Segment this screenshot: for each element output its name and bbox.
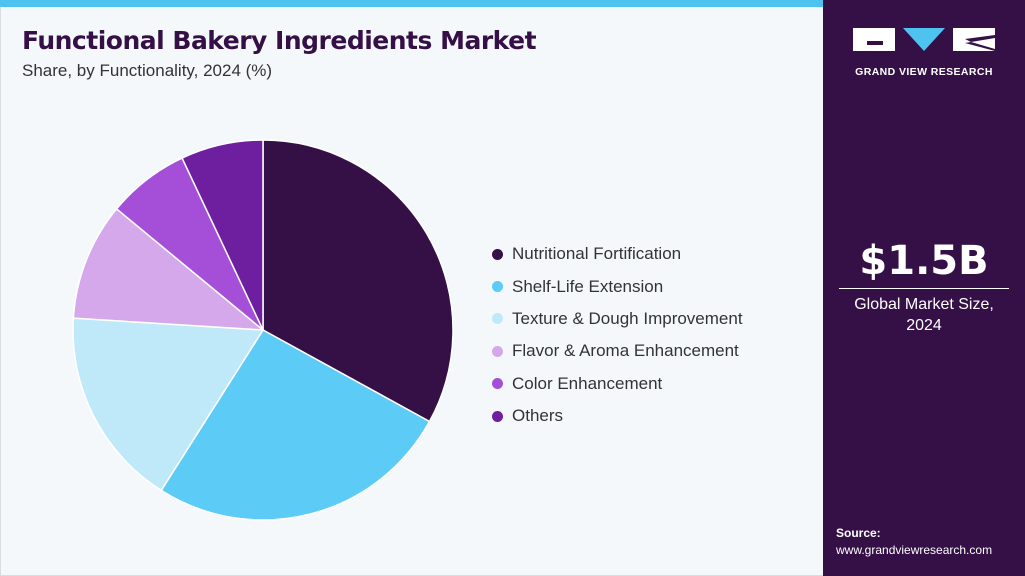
legend-item: Shelf-Life Extension <box>492 270 743 302</box>
brand-name: GRAND VIEW RESEARCH <box>855 66 993 78</box>
market-divider <box>839 288 1009 289</box>
source-link[interactable]: www.grandviewresearch.com <box>836 543 993 557</box>
legend-marker-icon <box>492 410 503 422</box>
market-caption-line: Global Market Size, <box>854 296 994 313</box>
legend-label: Others <box>512 406 564 426</box>
legend-marker-icon <box>492 281 503 293</box>
pie-slice-nutritional-fortification <box>262 139 454 423</box>
legend-label: Flavor & Aroma Enhancement <box>512 341 739 361</box>
pie-slice-flavor-aroma-enhancement <box>72 207 266 331</box>
pie-slice-others <box>181 139 264 331</box>
legend-item: Texture & Dough Improvement <box>492 303 743 335</box>
market-size-caption: Global Market Size, 2024 <box>823 294 1025 336</box>
brand-logo: GRAND VIEW RESEARCH <box>853 28 995 78</box>
legend-marker-icon <box>492 313 503 325</box>
legend-item: Flavor & Aroma Enhancement <box>492 335 743 367</box>
source-label: Source: <box>836 526 881 540</box>
market-size-value: $1.5B <box>859 238 989 284</box>
legend-marker-icon <box>492 378 503 390</box>
legend-marker-icon <box>492 345 503 357</box>
legend-item: Color Enhancement <box>492 368 743 400</box>
legend-label: Nutritional Fortification <box>512 244 682 264</box>
legend-item: Others <box>492 400 743 432</box>
legend-item: Nutritional Fortification <box>492 238 743 270</box>
gvr-logo-icon <box>853 28 995 51</box>
market-caption-year: 2024 <box>906 317 942 334</box>
legend-label: Color Enhancement <box>512 373 663 393</box>
legend-marker-icon <box>492 248 503 260</box>
pie-chart <box>72 139 454 521</box>
accent-bar <box>0 0 823 7</box>
pie-slice-texture-dough-improvement <box>72 317 265 492</box>
chart-subtitle: Share, by Functionality, 2024 (%) <box>22 61 273 80</box>
chart-title: Functional Bakery Ingredients Market <box>22 26 537 55</box>
chart-legend: Nutritional Fortification Shelf-Life Exte… <box>492 238 743 432</box>
legend-label: Texture & Dough Improvement <box>512 308 743 328</box>
pie-slice-shelf-life-extension <box>160 329 431 521</box>
legend-label: Shelf-Life Extension <box>512 276 664 296</box>
